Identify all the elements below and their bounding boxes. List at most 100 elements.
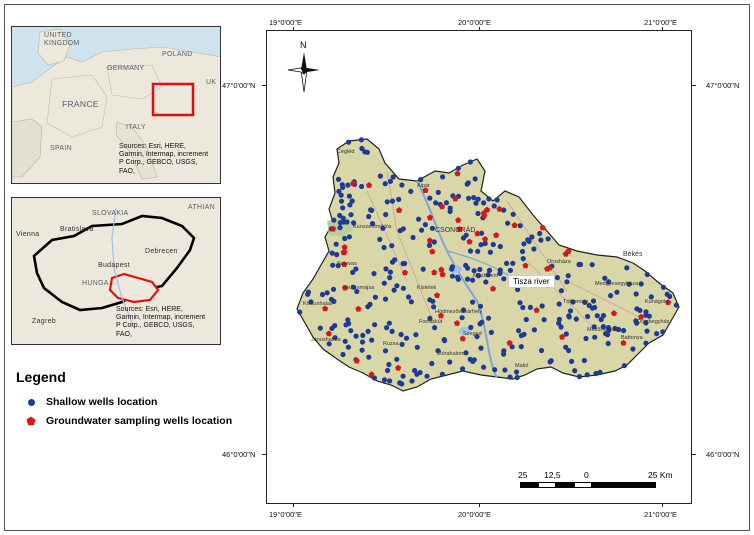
shallow-well-marker (435, 348, 441, 354)
shallow-well-marker (486, 267, 493, 273)
shallow-well-marker (429, 225, 435, 231)
label-italy: ITALY (126, 124, 146, 131)
shallow-well-marker (654, 331, 660, 337)
shallow-well-marker (335, 263, 341, 269)
shallow-well-marker (430, 298, 436, 304)
shallow-well-marker (558, 288, 564, 294)
shallow-well-marker (338, 198, 345, 204)
shallow-well-marker (585, 313, 591, 320)
shallow-well-marker (468, 324, 474, 330)
lake-icon (459, 327, 471, 335)
shallow-well-marker (475, 273, 482, 279)
shallow-well-marker (330, 262, 336, 268)
coord-left-47n: 47°0'00"N (222, 81, 256, 90)
shallow-well-marker (330, 286, 337, 292)
shallow-well-marker (471, 195, 477, 201)
shallow-well-marker (399, 341, 405, 347)
sampling-well-marker (511, 222, 518, 228)
shallow-well-marker (537, 230, 543, 237)
shallow-well-marker (501, 207, 507, 213)
shallow-well-marker (608, 293, 614, 299)
shallow-well-marker (605, 332, 611, 338)
study-area-map (296, 137, 680, 392)
coord-top-21e: 21°0'00"E (644, 18, 677, 27)
shallow-well-marker (470, 277, 476, 283)
shallow-well-marker (328, 296, 335, 302)
shallow-well-marker (478, 345, 484, 351)
tick-bottom-20e (479, 503, 480, 507)
sampling-well-marker (368, 371, 375, 377)
sampling-well-marker (341, 261, 348, 267)
shallow-well-marker (497, 243, 503, 250)
shallow-well-marker (427, 195, 433, 201)
shallow-well-marker (440, 174, 446, 180)
shallow-well-marker (394, 356, 400, 362)
sampling-well-marker (366, 182, 373, 188)
shallow-well-marker (334, 252, 340, 258)
shallow-well-marker (479, 230, 485, 236)
shallow-well-marker (488, 329, 494, 335)
legend-label-sampling-wells: Groundwater sampling wells location (46, 415, 233, 427)
shallow-well-marker (422, 222, 428, 228)
europe-inset-land (12, 28, 220, 183)
shallow-well-marker (447, 359, 453, 365)
shallow-well-marker (502, 367, 508, 373)
shallow-well-marker (386, 320, 392, 326)
shallow-well-marker (556, 320, 562, 326)
label-slovakia: SLOVAKIA (92, 210, 129, 217)
shallow-well-marker (521, 331, 527, 337)
shallow-well-marker (598, 316, 604, 323)
sampling-well-marker (454, 170, 461, 177)
shallow-well-marker (491, 203, 497, 209)
shallow-well-marker (614, 289, 620, 295)
sampling-well-marker (620, 339, 627, 346)
place-label: Kiskunmajsa (343, 285, 375, 291)
shallow-well-marker (630, 346, 636, 352)
shallow-well-marker (340, 351, 346, 358)
label-budapest: Budapest (98, 262, 130, 269)
place-label: Tótkomlós (563, 299, 589, 305)
shallow-well-marker (566, 313, 572, 319)
label-germany: GERMANY (107, 65, 145, 72)
shallow-well-marker (634, 306, 640, 312)
north-arrow: N (284, 40, 324, 96)
shallow-well-marker (384, 199, 390, 205)
shallow-well-marker (460, 307, 467, 313)
shallow-well-marker (369, 221, 376, 227)
shallow-well-marker (520, 256, 526, 262)
shallow-well-marker (389, 243, 395, 249)
shallow-well-marker (643, 340, 649, 346)
sampling-well-marker (355, 305, 362, 312)
shallow-well-marker (353, 333, 359, 339)
scale-label: 12,5 (544, 470, 561, 480)
shallow-well-marker (337, 220, 343, 226)
shallow-well-marker (517, 223, 523, 229)
main-map: Cegléd Alpár CSONGRÁD Kunszentmiklós Sza… (266, 30, 692, 504)
place-label: Jánoshalma (311, 337, 341, 343)
shallow-well-marker (372, 294, 378, 300)
shallow-well-marker (513, 369, 520, 375)
place-label: Kiskunhalas (303, 301, 333, 307)
legend-item-shallow-wells: Shallow wells location (24, 396, 157, 408)
shallow-well-marker (435, 189, 441, 195)
sampling-well-marker (482, 236, 489, 242)
tick-bottom-19e (293, 503, 294, 507)
hungary-inset-map: SLOVAKIA Bratislava Vienna Budapest Debr… (11, 197, 221, 345)
shallow-well-marker (477, 266, 483, 273)
shallow-well-marker (479, 319, 485, 325)
shallow-well-marker (643, 320, 649, 326)
label-united-kingdom: UNITED KINGDOM (44, 32, 80, 47)
shallow-well-marker (463, 262, 469, 268)
shallow-well-marker (420, 266, 426, 272)
shallow-well-marker (660, 284, 667, 290)
place-label: Forráskút (419, 319, 443, 325)
shallow-well-marker (381, 377, 388, 383)
legend-title: Legend (16, 369, 66, 385)
shallow-well-marker (399, 182, 405, 188)
shallow-well-marker (510, 260, 516, 266)
shallow-well-marker (529, 234, 535, 240)
shallow-well-marker (602, 275, 608, 281)
shallow-well-marker (381, 244, 387, 251)
shallow-well-marker (342, 235, 348, 242)
place-label: Cegléd (337, 149, 355, 155)
